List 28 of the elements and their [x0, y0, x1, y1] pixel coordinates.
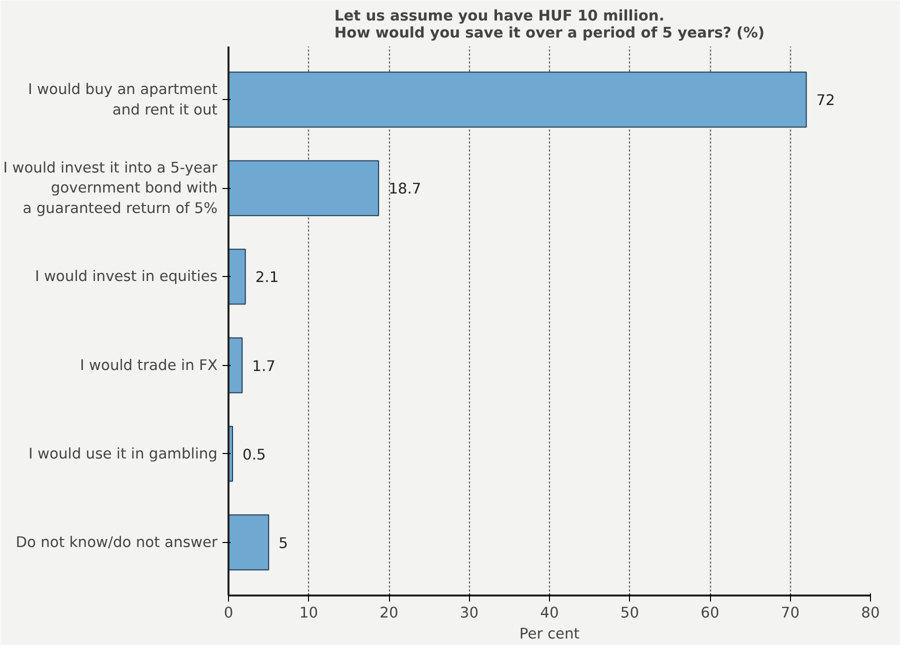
data-label: 72	[816, 92, 835, 110]
bar	[228, 160, 380, 216]
y-tick-label: Do not know/do not answer	[16, 534, 218, 551]
x-tick-label: 40	[540, 604, 559, 622]
x-tick-label: 80	[861, 604, 880, 622]
bar	[228, 337, 243, 394]
y-tick-label: I would use it in gambling	[28, 445, 218, 462]
y-tick-label: I would buy an apartment and rent it out	[28, 80, 218, 118]
x-axis-title: Per cent	[519, 626, 580, 642]
x-tick-label: 30	[460, 604, 479, 622]
x-tick-label: 20	[380, 604, 398, 622]
bar	[228, 248, 246, 305]
data-label: 0.5	[242, 446, 266, 464]
x-tick-label: 60	[700, 604, 720, 622]
bar	[228, 514, 270, 570]
x-tick-label: 0	[224, 604, 234, 622]
y-tick-label: I would invest in equities	[34, 268, 218, 286]
y-tick-label: I would invest it into a 5-year government bond with a guaranteed return of 5%	[3, 159, 218, 218]
data-label: 18.7	[388, 180, 422, 198]
data-label: 5	[278, 534, 288, 552]
y-tick-label: I would trade in FX	[80, 356, 218, 374]
bar	[228, 72, 807, 128]
x-tick-label: 70	[780, 604, 800, 622]
x-tick-label: 50	[620, 604, 640, 622]
chart-title: Let us assume you have HUF 10 million. How would you save it over a period of 5 years? (%)	[334, 8, 765, 42]
x-tick-label: 10	[299, 604, 318, 622]
data-label: 2.1	[255, 269, 279, 286]
data-label: 1.7	[252, 358, 276, 375]
